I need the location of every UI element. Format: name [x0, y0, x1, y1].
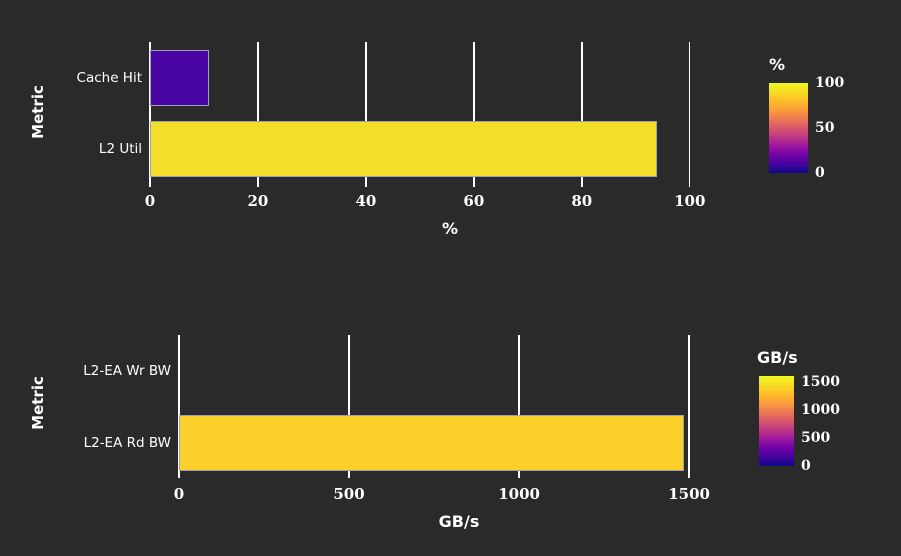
plot-area: 0 20 40 60 80 100 Cache Hit L2 Util [77, 42, 705, 210]
bar-l2-ea-rd-bw [179, 415, 685, 471]
tick-mark [518, 473, 520, 478]
y-axis-label: Metric [29, 376, 47, 430]
x-tick-label: 0 [144, 192, 156, 210]
gridline [257, 42, 259, 182]
x-tick-label: 100 [674, 192, 706, 210]
gridline [518, 335, 520, 473]
tick-mark [178, 473, 180, 478]
gridline [688, 42, 691, 182]
colorbar-tick-label: 100 [815, 75, 845, 91]
colorbar-tick-label: 50 [815, 120, 835, 136]
gridline [581, 42, 583, 182]
tick-mark [149, 182, 151, 187]
gridline [149, 42, 151, 182]
tick-mark [348, 473, 350, 478]
tick-mark [257, 182, 259, 187]
colorbar-title: % [769, 55, 786, 74]
tick-mark [581, 182, 583, 187]
gridline [178, 335, 180, 473]
category-label: L2-EA Wr BW [83, 363, 171, 379]
x-tick-label: 1500 [668, 485, 710, 503]
x-tick-label: 500 [333, 485, 365, 503]
x-tick-label: 20 [247, 192, 269, 210]
x-tick-label: 1000 [498, 485, 540, 503]
x-tick-label: 0 [173, 485, 185, 503]
plot-area: 0 500 1000 1500 L2-EA Wr BW L2-EA Rd BW [83, 335, 710, 503]
colorbar-tick-label: 1500 [801, 373, 840, 390]
chart-percent-metrics: Metric 0 20 40 60 80 100 Cache Hit L2 Util % % … [29, 42, 845, 238]
gridline [688, 335, 690, 473]
colorbar [769, 83, 808, 173]
x-axis-title: % [441, 219, 459, 238]
chart-bandwidth-metrics: Metric 0 500 1000 1500 L2-EA Wr BW L2-EA Rd B… [0, 295, 901, 556]
category-label: L2-EA Rd BW [83, 435, 171, 451]
tick-mark [473, 182, 475, 187]
x-axis-title: GB/s [438, 512, 480, 531]
tick-mark [688, 182, 691, 187]
tick-mark [365, 182, 367, 187]
colorbar-tick-label: 0 [815, 165, 825, 181]
category-label: L2 Util [98, 141, 142, 157]
x-tick-label: 80 [571, 192, 593, 210]
colorbar-tick-label: 500 [801, 429, 831, 446]
x-tick-label: 60 [463, 192, 485, 210]
bar-cache-hit [150, 50, 210, 106]
category-label: Cache Hit [76, 70, 142, 86]
colorbar-tick-label: 1000 [801, 401, 840, 418]
tick-mark [688, 473, 690, 478]
y-axis-label: Metric [29, 85, 47, 139]
colorbar-title: GB/s [757, 348, 798, 367]
bar-l2-util [150, 121, 658, 177]
colorbar [759, 376, 794, 466]
gridline [348, 335, 350, 473]
gridline [365, 42, 367, 182]
x-tick-label: 40 [355, 192, 377, 210]
gridline [473, 42, 475, 182]
colorbar-tick-label: 0 [801, 458, 811, 474]
